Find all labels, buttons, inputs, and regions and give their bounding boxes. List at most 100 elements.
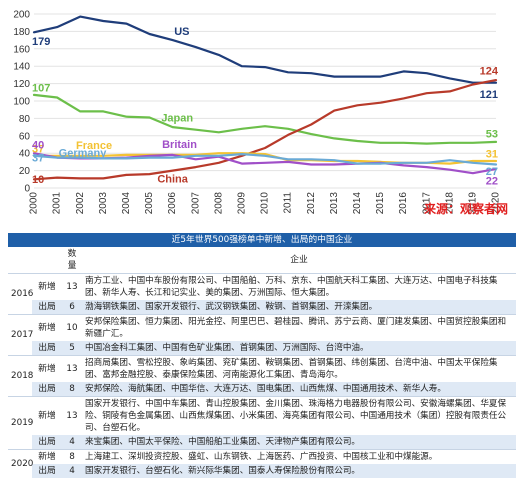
year-cell: 2017 <box>8 315 32 356</box>
num-cell: 4 <box>62 435 82 450</box>
ent-cell: 国家开发银行、台塑石化、新兴际华集团、国泰人寿保险股份有限公司。 <box>82 464 516 478</box>
y-tick-label: 160 <box>13 44 30 55</box>
series-end-value: 27 <box>486 166 498 178</box>
x-tick-label: 2012 <box>306 192 317 215</box>
type-cell: 出局 <box>32 464 62 478</box>
series-name-label: Britain <box>162 139 197 151</box>
num-cell: 4 <box>62 464 82 478</box>
y-tick-label: 60 <box>19 131 31 142</box>
x-tick-label: 2003 <box>98 192 109 215</box>
header-type <box>32 247 62 274</box>
series-name-label: China <box>157 174 188 186</box>
type-cell: 出局 <box>32 382 62 397</box>
series-start-value: 37 <box>32 152 44 164</box>
header-count: 数量 <box>62 247 82 274</box>
x-tick-label: 2009 <box>237 192 248 215</box>
x-tick-label: 2004 <box>121 192 132 215</box>
x-tick-label: 2007 <box>190 192 201 215</box>
ent-cell: 来宝集团、中国太平保险、中国船舶工业集团、天津物产集团有限公司。 <box>82 435 516 450</box>
x-tick-label: 2010 <box>260 192 271 215</box>
y-tick-label: 140 <box>13 62 30 73</box>
x-tick-label: 2011 <box>283 192 294 214</box>
x-tick-label: 2008 <box>213 192 224 215</box>
ent-cell: 南方工业、中国中车股份有限公司、中国船舶、万科、京东、中国航天科工集团、大连万达… <box>82 274 516 301</box>
y-tick-label: 200 <box>13 10 30 21</box>
ent-cell: 上海建工、深圳投资控股、盛虹、山东钢铁、上海医药、广西投资、中国核工业和中煤能源… <box>82 450 516 465</box>
type-cell: 出局 <box>32 435 62 450</box>
header-companies: 企业 <box>82 247 516 274</box>
type-cell: 新增 <box>32 397 62 436</box>
ent-cell: 中国冶金科工集团、中国有色矿业集团、首钢集团、万洲国际、台湾中油。 <box>82 341 516 356</box>
series-end-value: 121 <box>480 89 498 101</box>
type-cell: 新增 <box>32 274 62 301</box>
type-cell: 出局 <box>32 341 62 356</box>
type-cell: 新增 <box>32 356 62 383</box>
type-cell: 出局 <box>32 300 62 315</box>
ent-cell: 国家开发银行、中国中车集团、青山控股集团、金川集团、珠海格力电器股份有限公司、安… <box>82 397 516 436</box>
series-start-value: 179 <box>32 36 50 48</box>
num-cell: 10 <box>62 315 82 342</box>
series-start-value: 10 <box>32 174 44 186</box>
type-cell: 新增 <box>32 315 62 342</box>
ent-cell: 安邦保险集团、恒力集团、阳光金控、阿里巴巴、碧桂园、腾讯、苏宁云商、厦门建发集团… <box>82 315 516 342</box>
x-tick-label: 2001 <box>52 192 63 215</box>
series-name-label: US <box>174 26 189 38</box>
series-start-value: 40 <box>32 140 44 152</box>
series-line-us <box>34 17 496 83</box>
series-end-value: 53 <box>486 128 498 140</box>
x-tick-label: 2015 <box>375 192 386 215</box>
series-line-china <box>34 80 496 179</box>
ent-cell: 安邦保险、海航集团、中国华信、大连万达、国电集团、山西焦煤、中国通用技术、新华人… <box>82 382 516 397</box>
num-cell: 8 <box>62 382 82 397</box>
series-name-label: Germany <box>59 148 108 160</box>
year-cell: 2016 <box>8 274 32 315</box>
x-tick-label: 2013 <box>329 192 340 215</box>
year-cell: 2019 <box>8 397 32 450</box>
type-cell: 新增 <box>32 450 62 465</box>
y-tick-label: 40 <box>19 149 31 160</box>
num-cell: 13 <box>62 397 82 436</box>
x-tick-label: 2005 <box>144 192 155 215</box>
ent-cell: 招商局集团、雪松控股、象屿集团、兖矿集团、鞍钢集团、首钢集团、纬创集团、台湾中油… <box>82 356 516 383</box>
header-year <box>8 247 32 274</box>
x-tick-label: 2014 <box>352 192 363 215</box>
y-tick-label: 80 <box>19 114 31 125</box>
series-end-value: 124 <box>480 66 499 78</box>
year-cell: 2018 <box>8 356 32 397</box>
table-title: 近5年世界500强榜单中新增、出局的中国企业 <box>8 233 516 247</box>
x-tick-label: 2006 <box>167 192 178 215</box>
series-end-value: 31 <box>486 149 498 161</box>
x-tick-label: 2002 <box>75 192 86 215</box>
y-tick-label: 100 <box>13 97 30 108</box>
year-cell: 2020 <box>8 450 32 478</box>
source-note: 来源：观察者网 <box>423 201 508 216</box>
series-start-value: 107 <box>32 82 50 94</box>
y-tick-label: 20 <box>19 166 31 177</box>
series-name-label: Japan <box>161 113 193 125</box>
num-cell: 6 <box>62 300 82 315</box>
y-tick-label: 180 <box>13 27 30 38</box>
x-tick-label: 2000 <box>29 192 40 215</box>
ent-cell: 渤海钢铁集团、国家开发银行、武汉钢铁集团、鞍钢、首钢集团、开滦集团。 <box>82 300 516 315</box>
x-tick-label: 2016 <box>398 192 409 215</box>
num-cell: 13 <box>62 274 82 301</box>
num-cell: 13 <box>62 356 82 383</box>
num-cell: 8 <box>62 450 82 465</box>
y-tick-label: 120 <box>13 79 30 90</box>
num-cell: 5 <box>62 341 82 356</box>
